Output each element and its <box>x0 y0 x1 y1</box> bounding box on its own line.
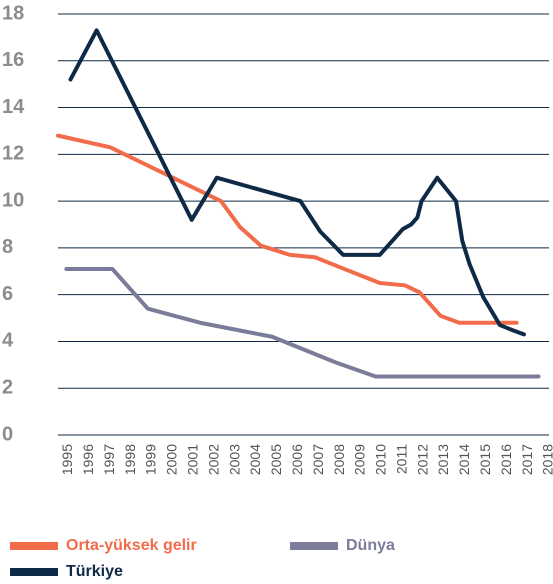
y-tick-label: 16 <box>2 49 24 71</box>
x-tick-label: 2017 <box>519 444 535 475</box>
y-tick-label: 2 <box>2 377 13 399</box>
x-tick-label: 2002 <box>205 444 221 475</box>
x-tick-label: 2013 <box>435 444 451 475</box>
x-tick-label: 2006 <box>289 444 305 475</box>
x-tick-label: 2009 <box>352 444 368 475</box>
x-tick-label: 1995 <box>59 444 75 475</box>
line <box>56 133 519 325</box>
legend-swatch <box>10 542 58 550</box>
x-tick-label: 2008 <box>331 444 347 475</box>
y-tick-label: 8 <box>2 236 13 258</box>
legend-label: Türkiye <box>66 563 123 580</box>
x-tick-label: 2003 <box>226 444 242 475</box>
x-tick-label: 2014 <box>456 444 472 475</box>
line <box>68 28 526 337</box>
legend-label: Dünya <box>346 537 395 554</box>
y-tick-label: 12 <box>2 143 24 165</box>
y-tick-label: 6 <box>2 283 13 305</box>
x-tick-label: 2015 <box>477 444 493 475</box>
x-tick-label: 2011 <box>393 444 409 474</box>
x-tick-label: 1997 <box>101 444 117 475</box>
x-tick-label: 1996 <box>80 444 96 475</box>
line <box>64 266 541 379</box>
y-tick-label: 0 <box>2 423 13 445</box>
x-tick-label: 1998 <box>122 444 138 475</box>
x-tick-label: 2012 <box>414 444 430 475</box>
x-tick-label: 2016 <box>498 444 514 475</box>
x-tick-label: 2005 <box>268 444 284 475</box>
x-tick-label: 2018 <box>540 444 553 475</box>
y-tick-label: 14 <box>2 96 25 118</box>
x-tick-label: 2010 <box>373 444 389 475</box>
y-tick-label: 10 <box>2 189 24 211</box>
legend-swatch <box>290 542 338 550</box>
x-tick-label: 2007 <box>310 444 326 475</box>
x-tick-label: 2001 <box>185 444 201 475</box>
x-tick-label: 2004 <box>247 444 263 475</box>
y-tick-label: 18 <box>2 2 24 24</box>
legend-swatch <box>10 568 58 576</box>
x-tick-label: 1999 <box>143 444 159 475</box>
y-tick-label: 4 <box>2 330 14 352</box>
legend-label: Orta-yüksek gelir <box>66 537 197 554</box>
x-tick-label: 2000 <box>164 444 180 475</box>
